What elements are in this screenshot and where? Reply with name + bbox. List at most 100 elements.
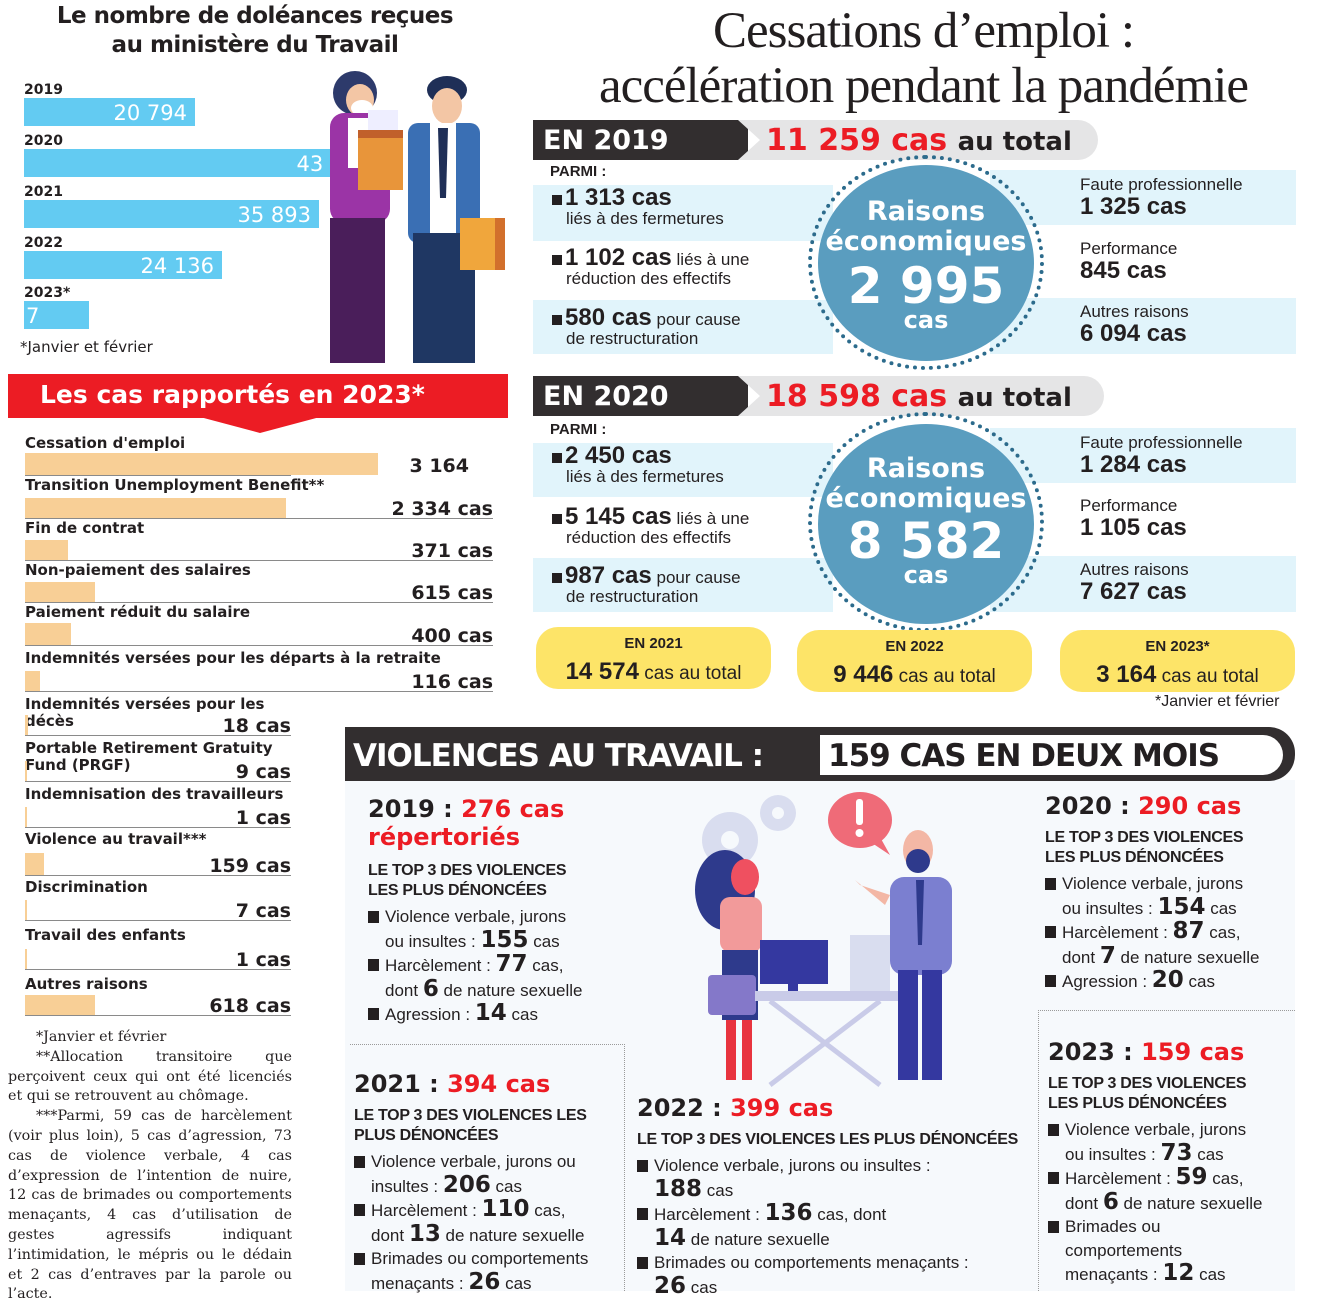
square-bullet-icon <box>552 315 562 325</box>
case-bar <box>25 582 95 602</box>
case-row: Travail des enfants 1 cas <box>25 926 291 971</box>
cessations-footnote: *Janvier et février <box>1155 693 1280 710</box>
violence-2019: 2019 : 276 cas répertoriés LE TOP 3 DES … <box>368 795 638 1027</box>
case-row: Portable Retirement Gratuity Fund (PRGF)… <box>25 740 291 783</box>
case-row: Violence au travail*** 159 cas <box>25 831 291 877</box>
case-bar <box>25 453 378 475</box>
square-bullet-icon <box>552 573 562 583</box>
band <box>990 556 1296 612</box>
violence-count: 394 cas <box>447 1070 551 1098</box>
item-sub: réduction des effectifs <box>566 269 732 288</box>
case-value: 615 cas <box>411 582 493 604</box>
pill-number: 9 446 <box>833 661 894 688</box>
pill-year: EN 2021 <box>624 635 683 652</box>
pill-number: 14 574 <box>565 658 639 685</box>
band <box>533 185 833 241</box>
bar-value: 7 813 <box>24 301 89 358</box>
top3-label-b: PLUS DÉNONCÉES <box>354 1127 499 1144</box>
total-number: 11 259 cas <box>766 123 948 158</box>
right-label: Faute professionnelle <box>1080 175 1243 194</box>
item-number: 2 450 cas <box>565 442 672 469</box>
top3-label-b: LES PLUS DÉNONCÉES <box>368 882 547 899</box>
case-row: Fin de contrat 371 cas <box>25 519 493 562</box>
violence-item: Harcèlement : 59 cas, dont 6 de nature se… <box>1048 1165 1293 1215</box>
item-text: liés à une <box>676 250 750 269</box>
case-label: Travail des enfants <box>25 926 186 944</box>
violence-year: 2019 : <box>368 795 453 823</box>
total-2023-pill: EN 2023* 3 164 cas au total <box>1060 630 1295 692</box>
footnote-3: ***Parmi, 59 cas de harcèlement (voir pl… <box>8 1108 292 1303</box>
case-label: Autres raisons <box>25 975 148 993</box>
case-bar <box>25 761 27 781</box>
complaints-bar-2020: 2020 43 166 <box>24 133 378 177</box>
pill-suffix: cas au total <box>644 663 742 684</box>
item-number: 1 313 cas <box>565 184 672 211</box>
pill-year: EN 2023* <box>1145 638 1210 655</box>
year-tab-2019: EN 2019 <box>533 120 748 160</box>
case-value: 400 cas <box>411 625 493 647</box>
violence-year: 2021 : <box>354 1070 439 1098</box>
case-value: 18 cas <box>222 715 291 737</box>
item-number: 580 cas <box>565 304 652 331</box>
case-row: Discrimination 7 cas <box>25 878 291 922</box>
right-label: Faute professionnelle <box>1080 433 1243 452</box>
item-number: 987 cas <box>565 562 652 589</box>
complaints-title-line2: au ministère du Travail <box>111 32 399 58</box>
complaints-bar-2021: 2021 35 893 <box>24 184 319 228</box>
office-conflict-illustration-icon <box>695 792 952 1087</box>
complaints-footnote: *Janvier et février <box>20 338 153 356</box>
case-label: Fin de contrat <box>25 519 145 537</box>
violence-item: Brimades ou comportements menaçants : 26 … <box>354 1247 622 1295</box>
circle-unit: cas <box>903 306 949 334</box>
pill-value: 3 164 cas au total <box>1060 661 1295 689</box>
case-value: 618 cas <box>209 995 291 1017</box>
pill-value: 14 574 cas au total <box>536 658 771 686</box>
economic-reasons-circle-2020: Raisons économiques 8 582 cas <box>818 424 1034 624</box>
complaints-bar-2019: 2019 20 794 <box>24 82 195 126</box>
other-reasons-2020: Autres raisons 7 627 cas <box>1080 561 1189 605</box>
complaints-title: Le nombre de doléances reçues au ministè… <box>0 2 510 60</box>
violence-item: Brimades ou comportements menaçants :26 … <box>637 1251 1037 1299</box>
violence-item: Agression : 14 cas <box>368 1001 638 1027</box>
case-row: Indemnités versées pour les décès 18 cas <box>25 696 291 737</box>
case-label: Discrimination <box>25 878 148 896</box>
total-suffix: au total <box>957 127 1072 157</box>
top3-label-a: LE TOP 3 DES VIOLENCES <box>1048 1075 1247 1092</box>
bar-value: 20 794 <box>24 98 195 126</box>
total-2019: 11 259 cas au total <box>738 120 1098 160</box>
item-text: pour cause <box>656 568 741 587</box>
band <box>990 170 1296 225</box>
circle-line1: Raisons <box>866 196 986 227</box>
violence-list: Violence verbale, jurons ou insultes :18… <box>637 1154 1037 1299</box>
violence-item: Harcèlement : 136 cas, dont 14 de nature … <box>637 1201 1037 1251</box>
cessations-title-line1: Cessations d’emploi : <box>713 3 1135 59</box>
pill-suffix: cas au total <box>898 666 996 687</box>
top3-label-b: LES PLUS DÉNONCÉES <box>1048 1095 1227 1112</box>
bar-year-label: 2023* <box>24 285 71 301</box>
violence-count: 276 cas <box>461 795 565 823</box>
cessations-title-line2: accélération pendant la pandémie <box>598 58 1249 114</box>
bar-value: 35 893 <box>24 200 319 228</box>
case-bar <box>25 540 68 560</box>
top3-label: LE TOP 3 DES VIOLENCES LES PLUS DÉNONCÉE… <box>1048 1074 1293 1114</box>
violence-item: Harcèlement : 87 cas, dont 7 de nature se… <box>1045 919 1295 969</box>
case-bar <box>25 807 27 827</box>
item-sub: de restructuration <box>566 329 699 348</box>
year-tab-2020: EN 2020 <box>533 376 748 416</box>
case-value: 159 cas <box>209 855 291 877</box>
case-row: Cessation d'emploi 3 164 <box>25 435 469 477</box>
right-value: 1 284 cas <box>1080 451 1187 478</box>
case-label: Indemnités versées pour les départs à la… <box>25 649 441 667</box>
violence-item: Agression : 20 cas <box>1045 968 1295 994</box>
violence-year: 2020 : <box>1045 792 1130 820</box>
bar-value: 43 166 <box>24 149 378 177</box>
violence-item: Violence verbale, jurons ou insultes : 20… <box>354 1150 622 1198</box>
case-label: Non-paiement des salaires <box>25 561 251 579</box>
item-number: 1 102 cas <box>565 244 672 271</box>
violence-2021: 2021 : 394 cas LE TOP 3 DES VIOLENCES LE… <box>354 1070 622 1295</box>
bar-year-label: 2019 <box>24 82 63 98</box>
complaints-bar-2022: 2022 24 136 <box>24 235 222 279</box>
item-sub: liés à des fermetures <box>566 209 724 228</box>
footnote-2: **Allocation transitoire que perçoivent … <box>8 1048 292 1105</box>
square-bullet-icon <box>552 255 562 265</box>
